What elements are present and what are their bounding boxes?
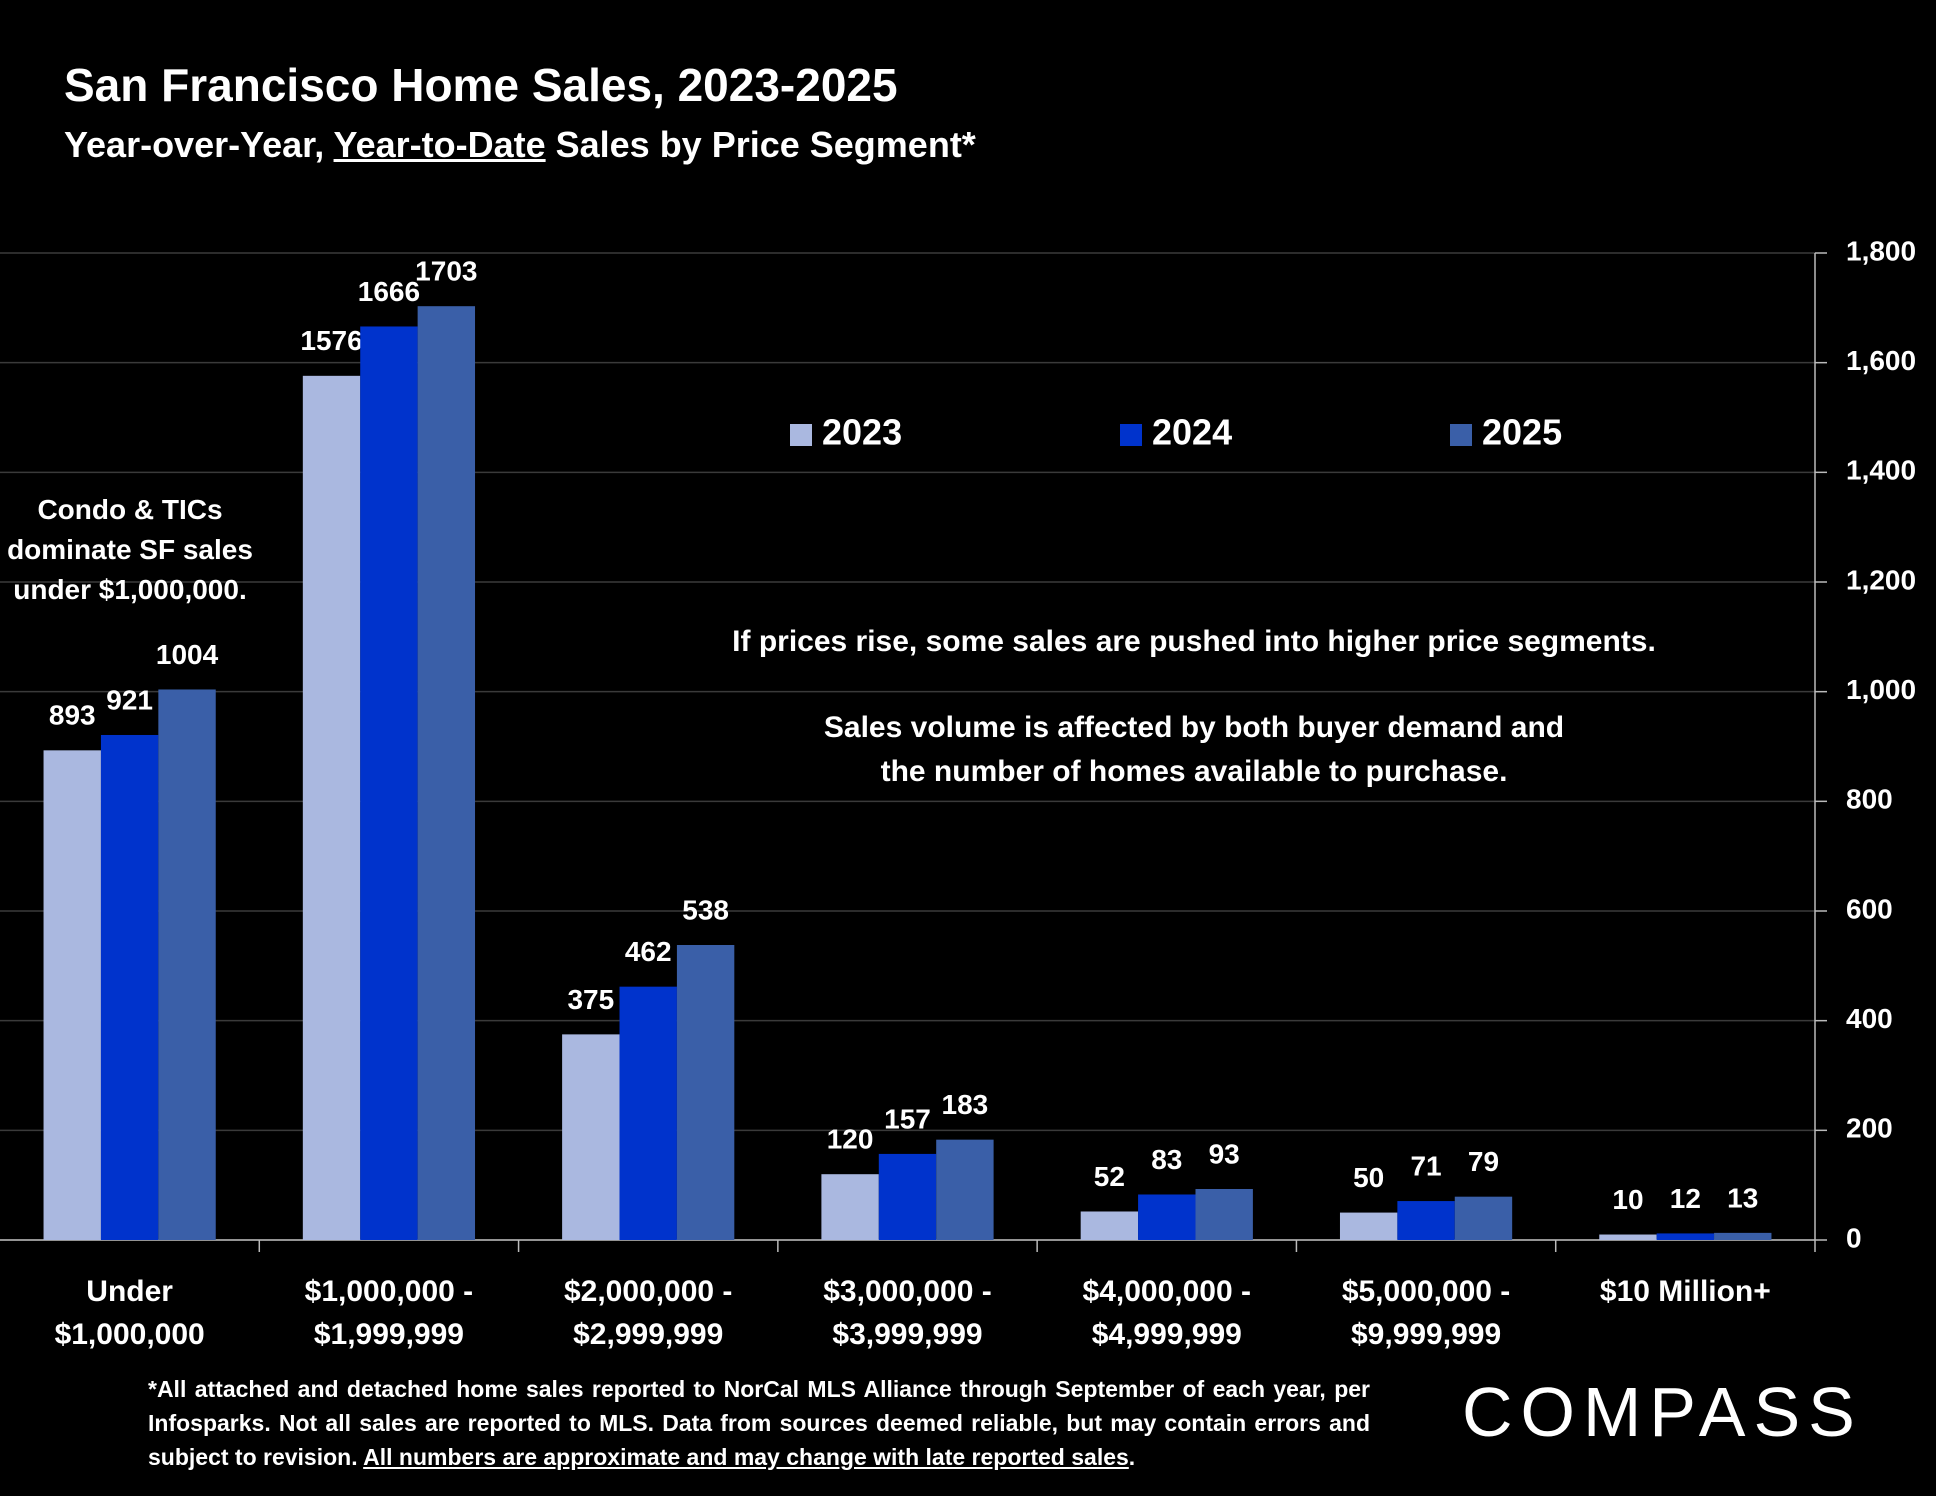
bar: [1454, 1196, 1513, 1240]
bar: [1599, 1234, 1657, 1240]
x-tick-label: $5,000,000 - $9,999,999: [1341, 1275, 1511, 1351]
y-tick-label: 400: [1846, 1003, 1893, 1034]
y-tick-label: 1,000: [1846, 674, 1916, 705]
subtitle-part: Year-over-Year,: [64, 124, 334, 165]
annotation: If prices rise, some sales are pushed in…: [732, 625, 1656, 658]
bar: [676, 944, 735, 1240]
value-label: 13: [1727, 1182, 1758, 1213]
bar: [821, 1174, 879, 1240]
x-tick-label: Under $1,000,000: [54, 1275, 205, 1351]
bar: [1080, 1211, 1139, 1240]
x-tick-label: $10 Million+: [1599, 1275, 1771, 1308]
annotation: Condo & TICs dominate SF sales under $1,…: [7, 494, 253, 605]
x-tick-label: $3,000,000 - $3,999,999: [823, 1275, 992, 1351]
bar: [619, 986, 677, 1240]
footnote-part: *All attached and detached home sales re…: [148, 1376, 1370, 1470]
subtitle-part: Year-to-Date: [333, 124, 546, 165]
legend-label: 2023: [822, 412, 902, 453]
bar: [417, 306, 476, 1240]
footnote: *All attached and detached home sales re…: [148, 1372, 1370, 1474]
bar: [936, 1139, 994, 1240]
value-label: 538: [682, 894, 729, 925]
x-tick-label: $4,000,000 - $4,999,999: [1082, 1275, 1252, 1351]
logo: COMPASS: [1462, 1373, 1863, 1451]
y-tick-label: 600: [1846, 893, 1893, 924]
x-tick-label: $1,000,000 - $1,999,999: [304, 1275, 474, 1351]
value-label: 52: [1094, 1161, 1125, 1192]
value-label: 893: [49, 700, 96, 731]
bar: [1138, 1194, 1196, 1240]
footnote-part: All numbers are approximate and may chan…: [363, 1444, 1129, 1470]
y-tick-label: 1,800: [1846, 235, 1916, 266]
bar: [43, 750, 101, 1240]
value-label: 93: [1209, 1138, 1240, 1169]
subtitle-part: Sales by Price Segment*: [545, 124, 976, 165]
value-label: 157: [884, 1103, 931, 1134]
value-label: 120: [827, 1124, 874, 1155]
y-tick-label: 800: [1846, 784, 1893, 815]
y-tick-label: 1,400: [1846, 455, 1916, 486]
bar: [100, 734, 159, 1240]
bar: [1656, 1233, 1715, 1240]
bar: [878, 1153, 937, 1240]
bar: [302, 375, 361, 1240]
value-label: 79: [1468, 1146, 1499, 1177]
annotation: Sales volume is affected by both buyer d…: [823, 711, 1565, 788]
x-tick-label: $2,000,000 - $2,999,999: [563, 1275, 733, 1351]
value-label: 921: [106, 684, 153, 715]
bar: [1339, 1212, 1398, 1240]
bar: [1195, 1189, 1253, 1240]
value-label: 83: [1151, 1144, 1182, 1175]
bar: [562, 1034, 620, 1240]
footnote-part: .: [1128, 1444, 1136, 1470]
y-tick-label: 1,200: [1846, 564, 1916, 595]
value-label: 1576: [300, 325, 362, 356]
legend-swatch: [1120, 424, 1142, 446]
value-label: 183: [942, 1089, 989, 1120]
value-label: 10: [1612, 1184, 1643, 1215]
bar: [360, 326, 418, 1240]
value-label: 12: [1670, 1183, 1701, 1214]
value-label: 50: [1353, 1162, 1384, 1193]
legend-label: 2024: [1152, 412, 1232, 453]
chart-title: San Francisco Home Sales, 2023-2025: [64, 59, 898, 111]
y-tick-label: 0: [1846, 1222, 1862, 1253]
legend-swatch: [790, 424, 812, 446]
value-label: 1703: [415, 256, 477, 287]
bar: [1397, 1201, 1455, 1240]
value-label: 375: [567, 984, 614, 1015]
value-label: 462: [625, 936, 672, 967]
value-label: 1666: [358, 276, 420, 307]
chart-subtitle: Year-over-Year, Year-to-Date Sales by Pr…: [64, 124, 976, 166]
legend-label: 2025: [1482, 412, 1562, 453]
legend-swatch: [1450, 424, 1472, 446]
bar: [1714, 1232, 1772, 1240]
y-tick-label: 1,600: [1846, 345, 1916, 376]
value-label: 71: [1410, 1150, 1441, 1181]
value-label: 1004: [156, 639, 219, 670]
bar: [158, 689, 216, 1240]
y-tick-label: 200: [1846, 1113, 1893, 1144]
